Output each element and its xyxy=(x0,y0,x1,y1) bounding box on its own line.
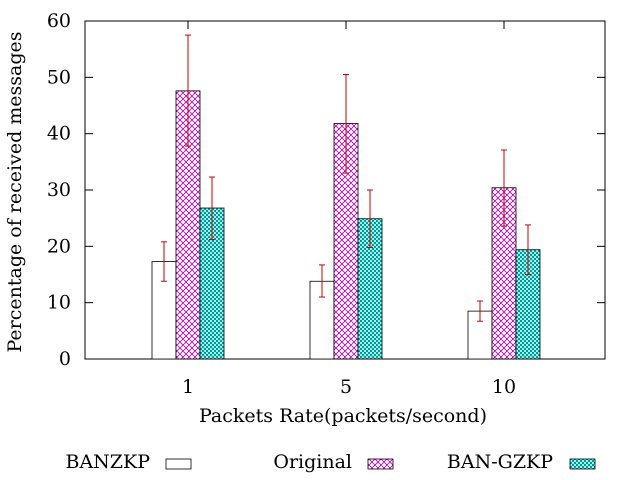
y-tick-label: 60 xyxy=(47,10,71,32)
legend-label-ban-gzkp: BAN-GZKP xyxy=(447,451,553,473)
x-tick-label: 1 xyxy=(182,376,194,398)
x-axis: 1 5 10 xyxy=(182,21,516,398)
x-tick-label: 10 xyxy=(492,376,516,398)
y-tick-label: 20 xyxy=(47,235,71,257)
x-tick-label: 5 xyxy=(340,376,352,398)
x-axis-title: Packets Rate(packets/second) xyxy=(199,405,487,427)
error-bars xyxy=(161,34,531,322)
y-tick-label: 40 xyxy=(47,123,71,145)
legend-swatch-original xyxy=(367,458,394,470)
legend-label-original: Original xyxy=(273,451,352,473)
y-tick-label: 0 xyxy=(59,348,71,370)
y-tick-label: 50 xyxy=(47,66,71,88)
legend-swatch-ban-gzkp xyxy=(569,458,596,470)
y-tick-label: 30 xyxy=(47,179,71,201)
y-tick-label: 10 xyxy=(47,292,71,314)
bars xyxy=(151,90,541,360)
legend: BANZKP Original BAN-GZKP xyxy=(66,451,596,473)
legend-label-banzkp: BANZKP xyxy=(66,451,151,473)
y-axis-title: Percentage of received messages xyxy=(4,31,26,352)
legend-swatch-banzkp xyxy=(165,458,192,470)
y-axis: 0 10 20 30 40 50 60 xyxy=(47,10,605,370)
